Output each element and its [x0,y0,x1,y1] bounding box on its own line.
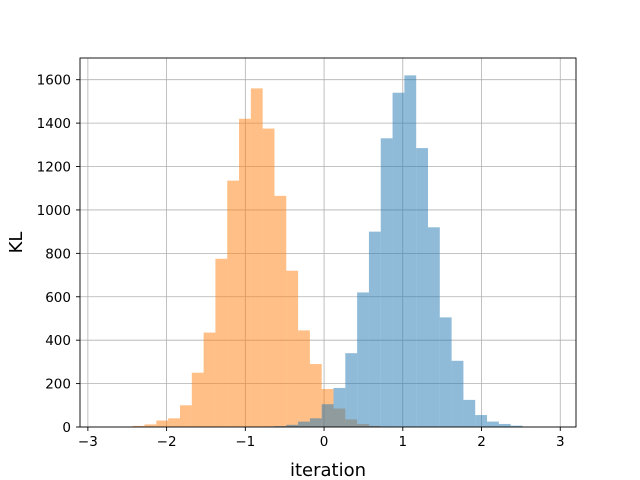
histogram-bar-series-1 [191,372,204,427]
y-tick-label: 200 [45,377,71,393]
x-tick-label: 1 [398,434,407,450]
y-tick-label: 600 [45,290,71,306]
histogram-bar-series-1 [250,88,263,427]
histogram-bar-series-1 [227,180,240,427]
x-tick-label: 3 [556,434,565,450]
y-axis-label: KL [6,232,27,254]
histogram-bar-series-1 [168,418,180,427]
histogram-bar-series-1 [179,405,192,427]
y-tick-label: 1400 [37,116,71,132]
histogram-bar-series-2 [475,415,488,427]
histogram-bar-series-2 [368,231,381,427]
x-tick-label: −1 [235,434,255,450]
histogram-bar-series-2 [451,360,464,427]
histogram-bar-series-1 [156,420,169,427]
x-tick-label: 2 [477,434,486,450]
y-tick-label: 400 [45,333,71,349]
plot-frame [79,57,577,428]
histogram-bars [120,75,535,428]
histogram-bar-series-2 [416,148,428,427]
histogram-bar-series-1 [262,128,275,427]
histogram-bar-series-1 [274,195,287,427]
histogram-bar-series-1 [239,118,251,427]
x-axis-label: iteration [290,460,366,480]
histogram-bar-series-2 [487,421,499,427]
histogram-bar-series-2 [498,423,511,427]
histogram-bar-series-1 [309,364,322,427]
y-tick-label: 800 [45,246,71,262]
histogram-bar-series-2 [298,421,310,427]
histogram-bar-series-2 [427,227,440,427]
histogram-bar-series-2 [286,424,299,427]
histogram-bar-series-2 [463,399,476,427]
histogram-bar-series-2 [510,425,523,427]
y-tick-label: 1200 [37,160,71,176]
histogram-bar-series-2 [309,418,322,427]
x-tick-label: 0 [320,434,329,450]
histogram-bar-series-2 [439,317,452,427]
y-tick-label: 1000 [37,203,71,219]
histogram-bar-series-2 [357,292,369,427]
histogram-bar-series-1 [132,425,145,427]
histogram-bar-series-1 [144,424,157,427]
histogram-bar-series-2 [380,138,393,427]
histogram-bar-series-1 [203,332,216,427]
histogram-bar-series-2 [333,387,346,427]
x-tick-label: −2 [157,434,177,450]
y-tick-label: 1600 [37,73,71,89]
axis-ticks: −3 −2 −1 0 1 2 3 0 200 400 600 800 1000 1200 1400 1600 [37,73,565,450]
histogram-bar-series-2 [345,353,358,427]
histogram-bar-series-1 [298,330,310,427]
histogram-bar-series-2 [404,75,417,427]
histogram-bar-series-2 [392,92,405,428]
x-tick-label: −3 [78,434,98,450]
histogram-bar-series-2 [321,404,334,427]
histogram-bar-series-1 [286,270,299,427]
y-tick-label: 0 [62,420,71,436]
histogram-bar-series-1 [215,258,228,427]
